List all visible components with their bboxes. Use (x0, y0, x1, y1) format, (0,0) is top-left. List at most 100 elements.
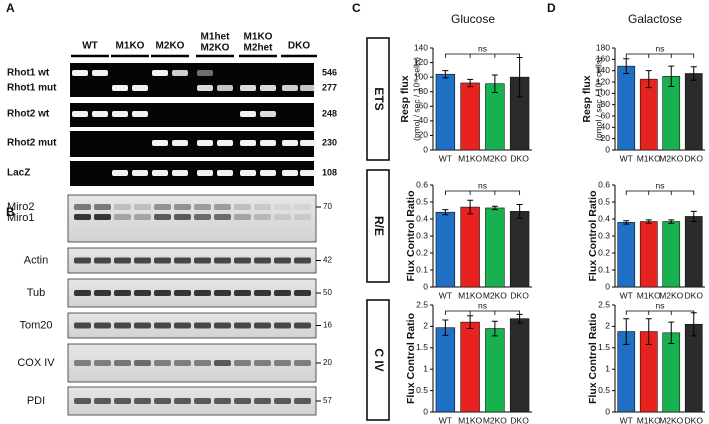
x-tick-label: WT (620, 415, 633, 424)
gel-group-label: M2KO (201, 43, 230, 54)
bar (485, 207, 505, 288)
blot-band (274, 398, 291, 404)
gel-band (260, 140, 276, 146)
blot-size: 42 (323, 256, 332, 265)
blot-row-label: Tom20 (19, 319, 52, 331)
gel-band (300, 140, 316, 146)
error-bar (623, 58, 630, 74)
x-tick-label: M2KO (483, 290, 507, 300)
blot-band (74, 322, 91, 329)
blot-band (94, 360, 111, 366)
blot-band (74, 360, 91, 366)
measure-label: ETS (372, 87, 386, 110)
gel-band (260, 85, 276, 91)
gel-group-label: M1KO (116, 41, 145, 52)
blot-band (154, 398, 171, 404)
blot-band (154, 360, 171, 366)
error-bar (690, 210, 697, 223)
blot-band (194, 322, 211, 329)
y-tick-label: 0.1 (598, 264, 610, 274)
gel-group-label: M2het (244, 43, 274, 54)
gel-band (172, 70, 188, 76)
blot-band (274, 204, 291, 210)
y-tick-label: 0.5 (416, 196, 428, 206)
x-tick-label: DKO (685, 153, 704, 163)
measure-box (366, 169, 390, 283)
error-bar (690, 66, 697, 81)
y-tick-label: 0 (605, 144, 610, 154)
blot-band (254, 398, 271, 404)
y-axis-label: Flux Control Ratio (587, 191, 599, 282)
x-tick-label: DKO (685, 415, 704, 424)
y-tick-label: 160 (596, 54, 610, 64)
y-tick-label: 120 (414, 57, 428, 67)
blot-band (174, 204, 191, 210)
significance-bracket (444, 190, 521, 195)
y-tick-label: 0.1 (416, 264, 428, 274)
gel-band (92, 70, 108, 76)
x-tick-label: WT (620, 153, 633, 163)
blot-band (234, 322, 251, 329)
gel-band (92, 111, 108, 117)
gel-band (72, 111, 88, 117)
panel-label: C (352, 1, 361, 15)
y-tick-label: 80 (419, 86, 429, 96)
blot-band (134, 360, 151, 366)
x-tick-label: M2KO (483, 415, 507, 424)
blot-band (234, 257, 251, 264)
x-tick-label: WT (439, 415, 452, 424)
blot-band (94, 290, 111, 296)
y-tick-label: 1.5 (416, 342, 428, 352)
gel-band (217, 85, 233, 91)
gel-band (300, 170, 316, 176)
x-tick-label: WT (620, 290, 633, 300)
error-bar (516, 204, 523, 219)
blot-band (254, 290, 271, 296)
blot-band (194, 290, 211, 296)
bar (617, 222, 636, 288)
bar (435, 211, 456, 288)
y-tick-label: 2 (605, 321, 610, 331)
y-axis-label: (pmol / sec / 10⁶ cells) (411, 57, 421, 141)
blot-size: 16 (323, 321, 332, 330)
gel-band (260, 111, 276, 117)
gel-size: 108 (322, 167, 337, 177)
x-tick-label: DKO (510, 415, 529, 424)
error-bar (491, 320, 498, 337)
gel-band (260, 170, 276, 176)
x-tick-label: M2KO (483, 153, 507, 163)
gel-band (132, 111, 148, 117)
bar (684, 323, 703, 413)
y-tick-label: 0 (605, 281, 610, 291)
bar (639, 221, 658, 288)
y-tick-label: 0.5 (416, 385, 428, 395)
gel-row-label: Rhot2 mut (7, 138, 57, 149)
blot-size: 57 (323, 396, 332, 405)
blot-band (214, 360, 231, 366)
blot-band (134, 204, 151, 210)
gel-size: 546 (322, 67, 337, 77)
blot-size: 20 (323, 358, 332, 367)
blot-band (274, 322, 291, 329)
annotation: ns (656, 300, 665, 310)
blot-band (154, 322, 171, 329)
blot-band (94, 398, 111, 404)
blot-band (234, 214, 251, 220)
y-axis-label: Flux Control Ratio (405, 191, 417, 282)
x-tick-label: DKO (510, 153, 529, 163)
gel-size: 230 (322, 137, 337, 147)
condition-title: Galactose (628, 12, 682, 26)
gel-row-label: Rhot1 mut (7, 83, 57, 94)
y-tick-label: 0.2 (416, 247, 428, 257)
significance-bracket (625, 190, 695, 195)
blot-band (174, 360, 191, 366)
measure-box (366, 37, 390, 161)
annotation: ns (478, 300, 487, 310)
blot-band (254, 257, 271, 264)
blot-band (274, 360, 291, 366)
blot-band (94, 257, 111, 264)
measure-label: R/E (372, 216, 386, 236)
y-tick-label: 0.5 (598, 196, 610, 206)
annotation: ns (478, 43, 487, 53)
